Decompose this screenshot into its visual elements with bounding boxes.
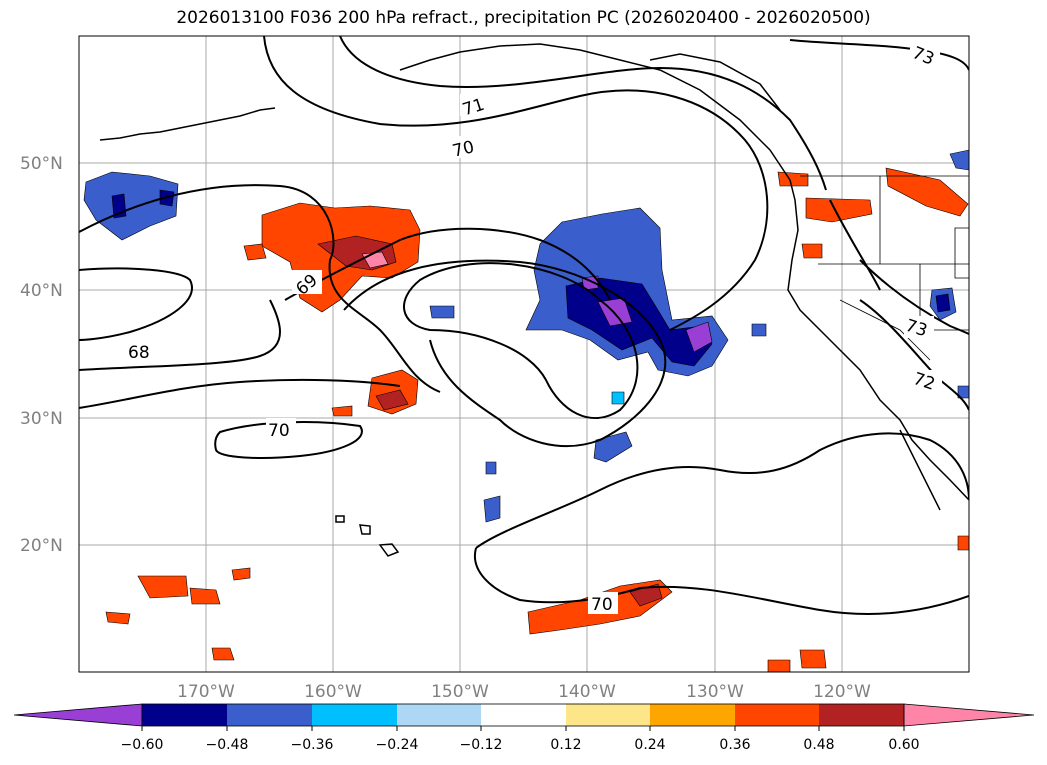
colorbar-segment-1 (142, 704, 227, 726)
border-east-box (954, 227, 969, 279)
longitude-labels: 170°W 160°W 150°W 140°W 130°W 120°W (177, 682, 871, 702)
contour-line-68 (79, 267, 193, 341)
precip-area-southwest-1 (137, 575, 189, 599)
contour-line-east-upper (829, 199, 881, 291)
precip-area-southeast-2 (767, 659, 791, 672)
colorbar-segment-5 (481, 704, 566, 726)
colorbar-segment-6 (566, 704, 650, 726)
contour-line-70-central (343, 259, 667, 448)
contour-line-70-south (475, 432, 969, 549)
precip-area-central-pacific-deep (565, 277, 713, 367)
colorbar-label-4: −0.24 (376, 737, 419, 753)
precip-area-southwest-2 (189, 587, 221, 605)
precip-area-northern-rockies (885, 167, 969, 217)
lat-label-30n: 30°N (20, 409, 63, 429)
coastlines (99, 43, 969, 557)
coastline-aleutians (99, 107, 276, 141)
precip-area-pnw-coast (805, 197, 873, 223)
contour-line-73-east (859, 259, 969, 335)
precip-area-pnw-north (777, 171, 809, 187)
colorbar-label-1: −0.60 (121, 737, 164, 753)
lat-label-50n: 50°N (20, 154, 63, 174)
colorbar-label-10: 0.60 (888, 737, 919, 753)
coastline-gulf-of-alaska (649, 53, 781, 111)
contour-line-73-ne (789, 39, 969, 71)
colorbar-label-7: 0.24 (634, 737, 665, 753)
precip-area-central-small (429, 305, 455, 319)
colorbar-arrow-right (903, 703, 1035, 727)
contour-label-group: 73 71 70 69 68 70 73 72 70 (126, 43, 942, 615)
lon-label-130w: 130°W (686, 682, 744, 702)
colorbar-label-6: 0.12 (550, 737, 581, 753)
precip-area-nevada-deep (935, 293, 951, 313)
contour-line-north-arc (339, 36, 827, 191)
colorbar-segment-7 (650, 704, 735, 726)
lon-label-170w: 170°W (177, 682, 235, 702)
contour-line-68-south (79, 299, 281, 371)
border-california-diagonal (839, 299, 931, 361)
contour-line-30n-west (79, 378, 401, 409)
colorbar-outline (141, 703, 905, 727)
contour-line-70-southern (473, 547, 969, 616)
latitude-labels: 50°N 40°N 30°N 20°N (20, 154, 63, 556)
precip-area-small-2 (751, 323, 767, 337)
lon-label-120w: 120°W (813, 682, 871, 702)
contour-line-71 (263, 36, 769, 331)
lon-label-150w: 150°W (431, 682, 489, 702)
colorbar-segment-3 (312, 704, 397, 726)
map-frame-background (79, 36, 969, 672)
colorbar-label-8: 0.36 (719, 737, 750, 753)
contour-label-68: 68 (128, 343, 150, 363)
precip-area-small-1 (611, 391, 625, 405)
precip-area-central-30n-west (331, 405, 353, 417)
contour-line-69 (284, 227, 611, 301)
precip-area-southwest-4 (211, 647, 235, 661)
baja-coast (899, 429, 941, 511)
lat-label-40n: 40°N (20, 281, 63, 301)
precip-area-south-negative-1 (593, 431, 633, 463)
political-borders (800, 175, 969, 361)
coastline-pnw (787, 179, 969, 501)
precip-area-east-edge-negative (949, 149, 969, 171)
precip-area-oregon (801, 243, 823, 259)
map-frame-border (78, 35, 970, 673)
precip-area-central-30n-core (375, 389, 409, 411)
colorbar-ticks (141, 726, 905, 731)
precip-area-west-small (243, 243, 267, 261)
precip-area-aleutian-west (83, 171, 179, 241)
colorbar-label-2: −0.48 (206, 737, 249, 753)
coastline-alaska-panhandle (399, 43, 791, 181)
colorbar-segment-4 (397, 704, 481, 726)
precip-area-southwest-3 (105, 611, 131, 625)
precip-area-southeast-1 (799, 649, 827, 669)
map-title: 2026013100 F036 200 hPa refract., precip… (176, 8, 871, 28)
contour-label-70-south: 70 (591, 595, 613, 615)
precip-area-south-negative-2 (483, 495, 501, 523)
precip-area-southwest-5 (231, 567, 251, 581)
precip-area-central-pacific-max-2 (685, 321, 713, 353)
colorbar-arrow-left (13, 703, 143, 727)
precip-negative-areas (83, 149, 969, 523)
colorbar-label-5: −0.12 (460, 737, 503, 753)
colorbar-segment-8 (735, 704, 819, 726)
contour-label-70-west: 70 (268, 421, 290, 441)
contour-line-center-loop (403, 262, 639, 420)
precip-area-south-negative-3 (485, 461, 497, 475)
lat-label-20n: 20°N (20, 536, 63, 556)
colorbar-label-9: 0.48 (803, 737, 834, 753)
colorbar: −0.60 −0.48 −0.36 −0.24 −0.12 0.12 0.24 … (13, 703, 1035, 753)
lon-label-160w: 160°W (304, 682, 362, 702)
hawaii-islands (335, 515, 400, 557)
lon-label-140w: 140°W (558, 682, 616, 702)
contour-line-70-north (79, 184, 441, 393)
colorbar-segment-9 (819, 704, 904, 726)
colorbar-segment-2 (227, 704, 312, 726)
precip-area-east-edge (957, 535, 969, 551)
colorbar-label-3: −0.36 (291, 737, 334, 753)
contour-line-70-loop (214, 421, 363, 459)
